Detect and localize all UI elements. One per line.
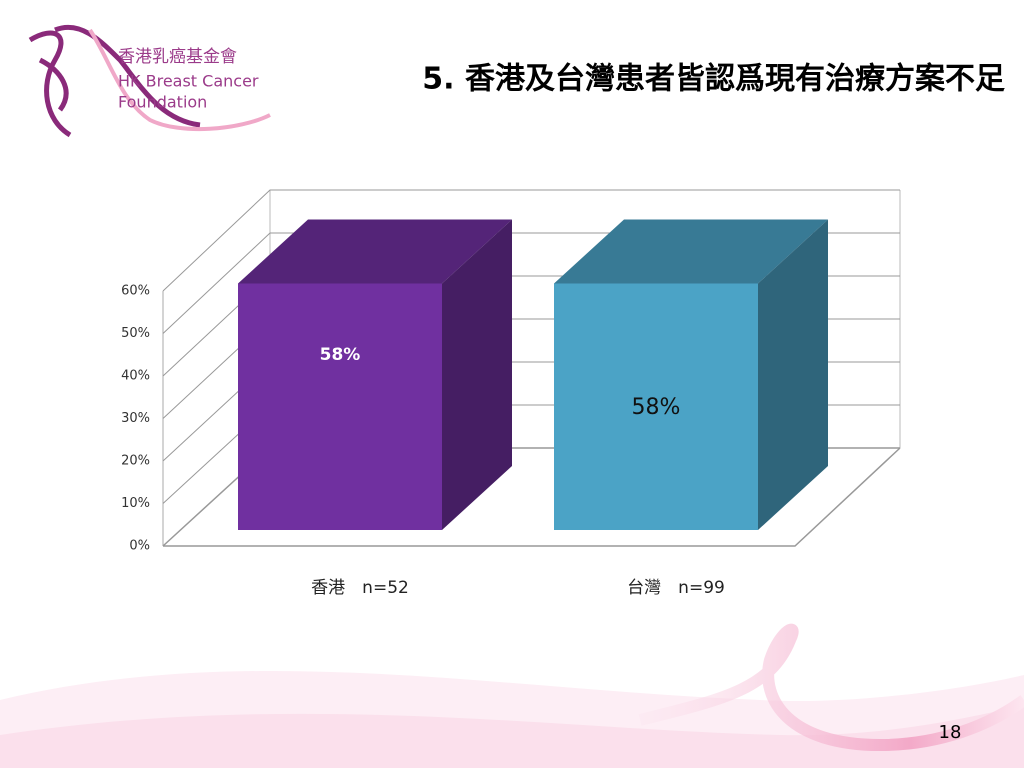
floor [163, 447, 901, 547]
grid-line [162, 189, 900, 292]
bar-top [238, 219, 512, 284]
logo: 香港乳癌基金會 HK Breast Cancer Foundation [28, 24, 271, 138]
logo-en: HK Breast Cancer [118, 72, 259, 91]
chart: 0% 10% 20% 30% 40% 50% 60% 58% 香港 n=52 58% 台灣 n=99 [121, 189, 901, 598]
x-tick-label: 香港 n=52 [311, 578, 409, 598]
y-tick-label: 30% [121, 411, 150, 426]
y-tick-label: 60% [121, 284, 150, 299]
bar-side [758, 219, 828, 530]
y-tick-label: 20% [121, 454, 150, 469]
logo-en: Foundation [118, 93, 207, 112]
y-tick-label: 10% [121, 496, 150, 511]
data-label: 58% [320, 345, 361, 365]
y-tick-label: 0% [129, 539, 150, 554]
data-label: 58% [632, 395, 681, 420]
ribbon-decoration [0, 623, 1024, 768]
logo-zh: 香港乳癌基金會 [118, 47, 237, 67]
bar-front [238, 283, 442, 530]
chart-title: 5. 香港及台灣患者皆認爲現有治療方案不足 [422, 62, 1005, 97]
y-tick-label: 40% [121, 369, 150, 384]
x-tick-label: 台灣 n=99 [627, 578, 725, 598]
bar-side [442, 219, 512, 530]
page-number: 18 [939, 722, 962, 743]
bar-top [554, 219, 828, 284]
y-tick-label: 50% [121, 326, 150, 341]
bar-front [554, 283, 758, 530]
